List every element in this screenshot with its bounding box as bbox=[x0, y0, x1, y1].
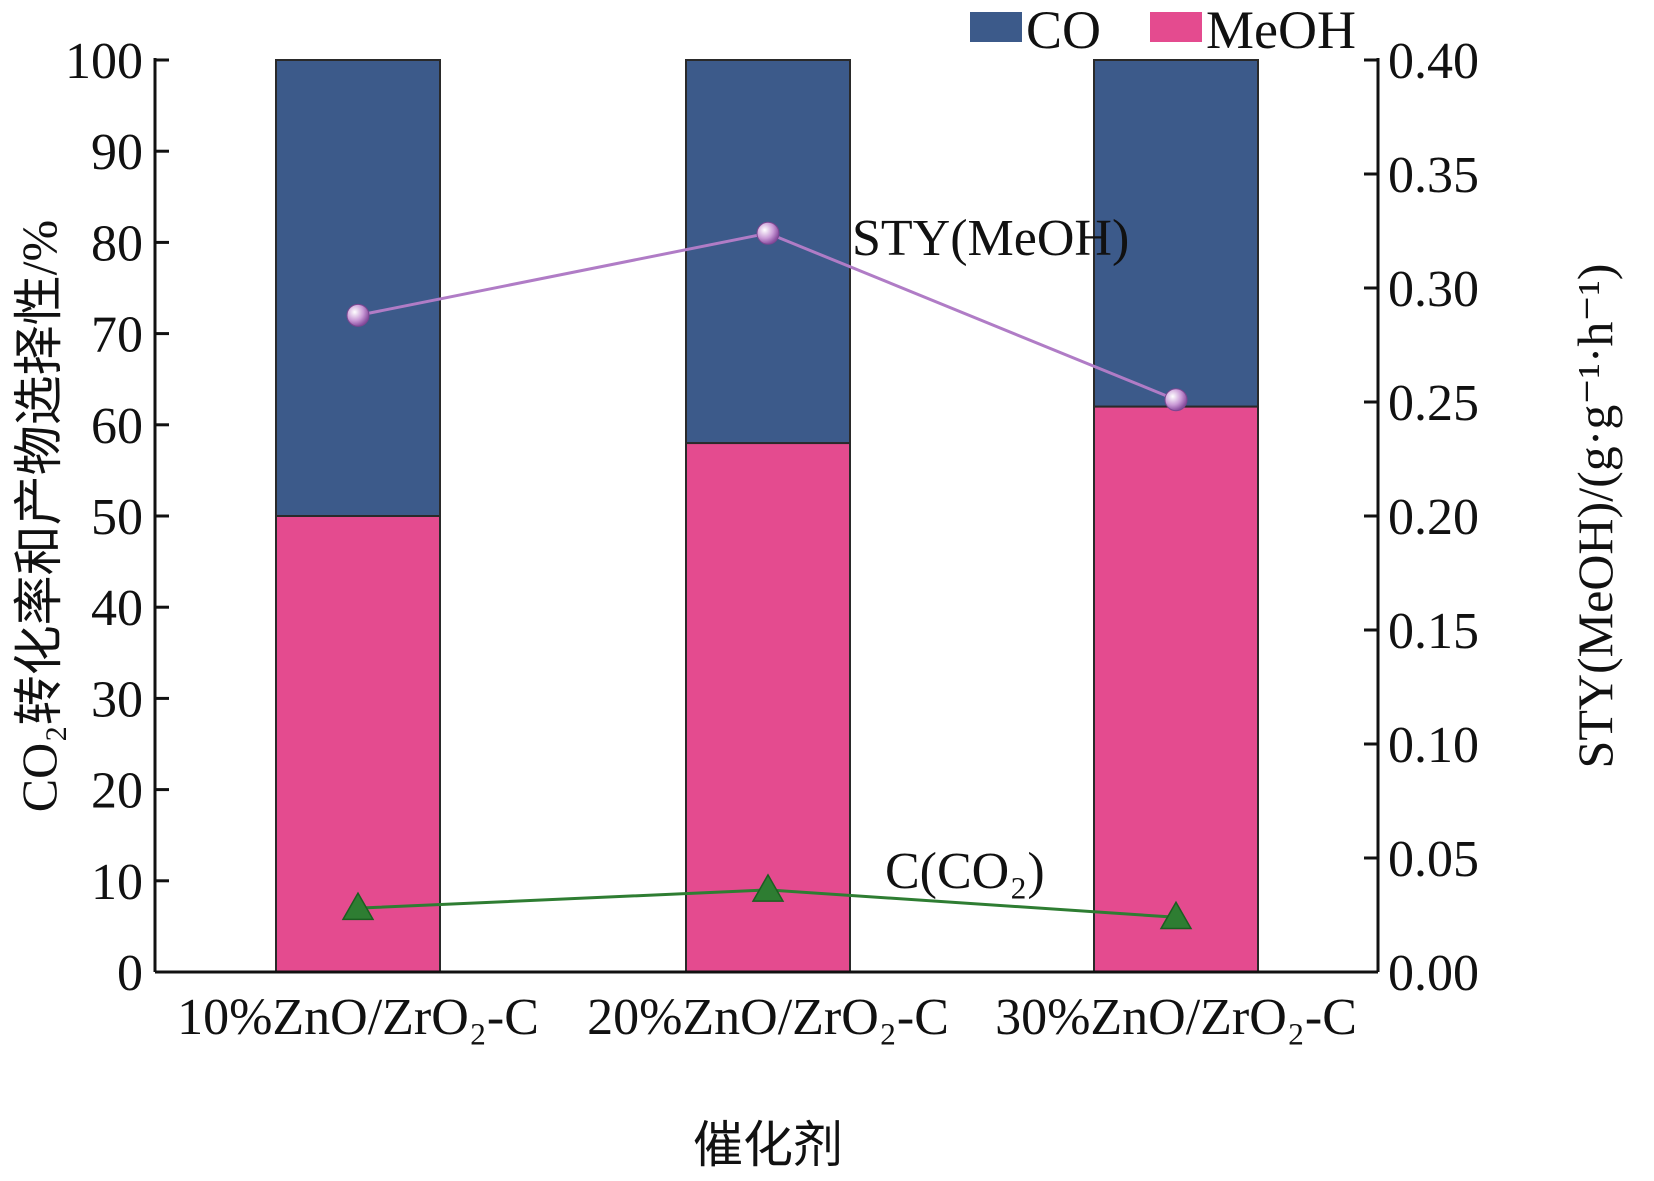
bar-meoh-2 bbox=[1093, 405, 1259, 973]
x-tick-label-0: 10%ZnO/ZrO₂-C bbox=[177, 989, 539, 1046]
point-c-co-1 bbox=[751, 873, 785, 902]
y2-tick-label-5: 0.25 bbox=[1388, 375, 1479, 432]
point-c-co-0 bbox=[341, 891, 375, 921]
y-tick-label-9: 90 bbox=[91, 124, 143, 181]
y2-tick-label-3: 0.15 bbox=[1388, 603, 1479, 660]
annotation-0: STY(MeOH) bbox=[852, 210, 1129, 267]
point-sty-meoh-2 bbox=[1164, 388, 1188, 412]
y-axis-title: CO₂转化率和产物选择性/% bbox=[11, 220, 67, 812]
y2-tick-label-7: 0.35 bbox=[1388, 147, 1479, 204]
y-tick-label-1: 10 bbox=[91, 854, 143, 911]
point-sty-meoh-1 bbox=[756, 221, 780, 245]
y-tick-label-4: 40 bbox=[91, 580, 143, 637]
y-tick-label-10: 100 bbox=[65, 33, 143, 90]
bars-layer bbox=[275, 59, 1259, 974]
y-tick-label-8: 80 bbox=[91, 215, 143, 272]
axes-layer bbox=[153, 58, 1380, 974]
legend-label-0: CO bbox=[1026, 0, 1101, 60]
y-tick-label-7: 70 bbox=[91, 307, 143, 364]
legend-label-1: MeOH bbox=[1206, 0, 1356, 60]
y-tick-label-0: 0 bbox=[117, 945, 143, 1002]
x-tick-label-1: 20%ZnO/ZrO₂-C bbox=[587, 989, 949, 1046]
legend-swatch-1 bbox=[1150, 12, 1202, 42]
x-tick-label-2: 30%ZnO/ZrO₂-C bbox=[995, 989, 1357, 1046]
bar-co-1 bbox=[685, 59, 851, 445]
legend-swatch-0 bbox=[970, 12, 1022, 42]
y2-tick-label-1: 0.05 bbox=[1388, 831, 1479, 888]
y-tick-label-6: 60 bbox=[91, 398, 143, 455]
y2-tick-label-4: 0.20 bbox=[1388, 489, 1479, 546]
y-tick-label-3: 30 bbox=[91, 671, 143, 728]
y-tick-label-2: 20 bbox=[91, 763, 143, 820]
bar-co-0 bbox=[275, 59, 441, 517]
y-tick-label-5: 50 bbox=[91, 489, 143, 546]
y2-axis-title: STY(MeOH)/(g·g⁻¹·h⁻¹) bbox=[1567, 264, 1623, 769]
y2-tick-label-0: 0.00 bbox=[1388, 945, 1479, 1002]
lines-layer bbox=[341, 221, 1193, 930]
point-c-co-2 bbox=[1159, 900, 1193, 930]
annotation-1: C(CO₂) bbox=[885, 843, 1045, 900]
bar-co-2 bbox=[1093, 59, 1259, 408]
x-axis-title: 催化剂 bbox=[693, 1117, 843, 1173]
point-sty-meoh-0 bbox=[346, 303, 370, 327]
text-layer: 0 10 20 30 40 50 60 70 80 90 100 0.00 0.05 0.10 0.15 0.… bbox=[11, 33, 1623, 1173]
y2-tick-label-2: 0.10 bbox=[1388, 717, 1479, 774]
y2-tick-label-8: 0.40 bbox=[1388, 33, 1479, 90]
y2-tick-label-6: 0.30 bbox=[1388, 261, 1479, 318]
legend-layer: CO MeOH bbox=[970, 0, 1356, 60]
